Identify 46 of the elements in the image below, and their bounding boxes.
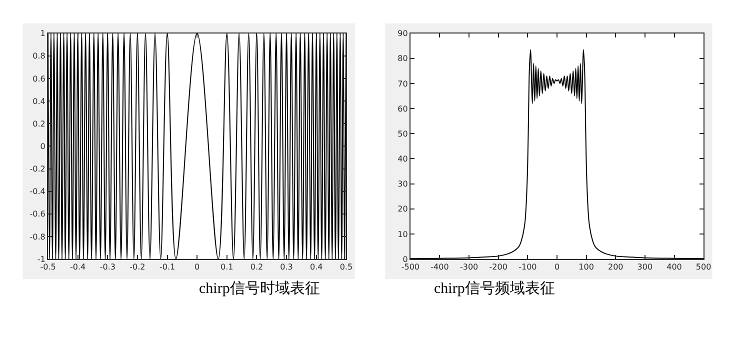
x-tick-label: -500 [401,262,420,272]
x-tick-label: 0.1 [220,262,234,272]
x-tick-label: -0.4 [70,262,86,272]
y-tick-label: 1 [40,29,46,38]
x-tick-label: 0 [554,262,560,272]
y-tick-label: 80 [398,54,408,64]
x-tick-label: 300 [637,262,653,272]
y-tick-label: 0.2 [32,119,46,128]
y-tick-label: 50 [398,129,408,138]
y-tick-label: -0.8 [30,232,46,242]
x-tick-label: -100 [518,262,537,272]
y-tick-label: 0.8 [32,52,46,61]
y-tick-label: 90 [398,29,408,38]
y-tick-label: 30 [398,180,408,189]
y-tick-label: -0.2 [30,164,46,174]
x-tick-label: 0.4 [310,262,323,272]
line-series [410,49,704,260]
x-tick-label: 400 [666,262,682,272]
x-tick-label: -0.3 [100,262,116,272]
x-tick-label: 100 [578,262,594,272]
y-tick-label: 0 [402,254,408,264]
x-tick-label: -200 [489,262,508,272]
x-tick-label: -0.2 [130,262,146,272]
y-tick-label: 10 [398,230,408,239]
y-tick-label: 20 [398,204,408,214]
x-tick-label: -400 [430,262,449,272]
y-tick-label: 0.6 [32,74,46,84]
x-tick-label: -0.5 [40,262,56,272]
x-tick-label: 0.2 [250,262,264,272]
y-tick-label: -0.4 [30,187,46,196]
x-tick-label: 0.3 [280,262,293,272]
y-tick-label: 0.4 [32,96,46,106]
x-tick-label: -300 [460,262,478,272]
y-tick-label: 0 [40,142,46,151]
y-tick-label: -0.6 [30,210,46,219]
x-axis-title: chirp信号频域表征 [434,280,555,297]
y-tick-label: 40 [398,154,408,164]
x-tick-label: 200 [608,262,624,272]
y-tick-label: -1 [37,254,46,264]
x-tick-label: 0.5 [340,262,353,272]
y-tick-label: 70 [398,79,408,88]
x-tick-label: -0.1 [159,262,176,272]
x-tick-label: 500 [696,262,712,272]
y-tick-label: 60 [398,104,408,114]
x-axis-title: chirp信号时域表征 [199,280,320,297]
x-tick-label: 0 [194,262,200,272]
